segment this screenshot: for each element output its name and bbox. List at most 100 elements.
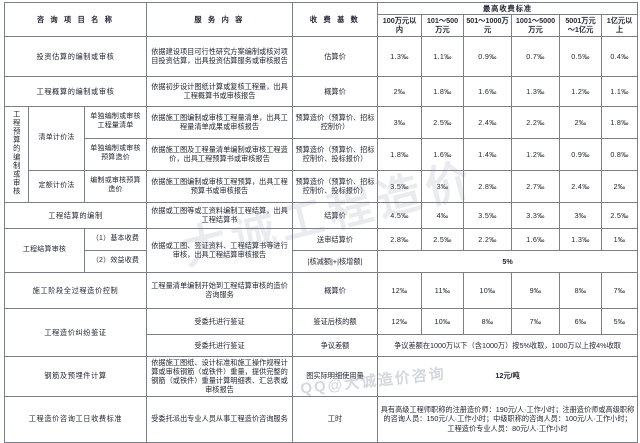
table-row: 工程造价纠纷鉴证 受委托进行鉴证 鉴证后核的额 12‰ 10‰ 8‰ 7‰ 6‰… bbox=[4, 307, 639, 357]
row-rate-9-3: 8‰ bbox=[463, 307, 512, 335]
row-base-12: 工时 bbox=[292, 395, 378, 443]
row-base-10: 争议差额 bbox=[292, 333, 378, 357]
row-rate-9-4: 7‰ bbox=[511, 307, 560, 335]
row-rate-1-4: 1.3‰ bbox=[511, 75, 560, 107]
table-row: 单独编制或审核预算造价 依据施工图及工程量清单编制或审核工程造价，出具工程预算书… bbox=[5, 137, 639, 171]
row-rate-9-1: 12‰ bbox=[377, 307, 422, 335]
row-service-9: 受委托进行鉴证 bbox=[146, 307, 293, 335]
row-rate-6-5: 1.3‰ bbox=[559, 227, 602, 251]
row-base-9: 鉴证后核的额 bbox=[292, 307, 378, 335]
row-service-10: 受委托进行鉴证 bbox=[146, 333, 293, 357]
row-rate-5-2: 4‰ bbox=[421, 201, 464, 229]
row-rate-11-merged: 12元/吨 bbox=[376, 355, 639, 397]
row-service-12: 受委托派出专业人员从事工程造价咨询服务 bbox=[146, 395, 293, 443]
row-rate-6-6: 1‰ bbox=[600, 227, 639, 251]
row-project-5: 工程结算的编制 bbox=[4, 201, 147, 229]
row-rate-4-6: 2‰ bbox=[600, 169, 639, 203]
row-rate-5-4: 3.3‰ bbox=[511, 201, 560, 229]
row-rate-6-4: 1.6‰ bbox=[511, 227, 560, 251]
row-rate-5-3: 3.5‰ bbox=[463, 201, 512, 229]
row-rate-0-4: 0.7‰ bbox=[511, 35, 560, 77]
header-bracket-6: 1亿元以上 bbox=[600, 14, 639, 37]
row-rate-3-2: 1.6‰ bbox=[421, 137, 464, 171]
row-rate-2-3: 2.4‰ bbox=[463, 105, 512, 139]
row-base-6: 送审结算价 bbox=[292, 227, 378, 251]
row-method-bill-pricing: 清单计价法 bbox=[28, 105, 85, 171]
row-service-8: 工程量清单编制开始到工程结算审核的造价咨询服务 bbox=[146, 271, 293, 309]
row-service-6: 依据或工图、签证资料、工程结算书等进行审核，出具工程结算审核报告 bbox=[146, 227, 293, 273]
row-rate-0-2: 1.1‰ bbox=[421, 35, 464, 77]
row-rate-6-1: 2.8‰ bbox=[377, 227, 422, 251]
table-row: 工程预算的编制或审核 清单计价法 单独编制或审核工程量清单 依据施工图编制或审核… bbox=[4, 105, 639, 203]
row-rate-4-4: 2.7‰ bbox=[511, 169, 560, 203]
row-rate-0-6: 0.4‰ bbox=[600, 35, 639, 77]
row-rate-9-6: 5‰ bbox=[600, 307, 639, 335]
row-rate-8-5: 8‰ bbox=[559, 271, 602, 309]
row-project-1: 工程概算的编制或审核 bbox=[4, 75, 147, 107]
row-rate-5-6: 2.5‰ bbox=[600, 201, 639, 229]
table-row: （2）效益收费 |核减额|+|核增额| 5% bbox=[5, 249, 639, 273]
table-row: 工程结算的编制 依据或工图等或工资料编制工程结算，出具工程结算书 结算价 4.5… bbox=[4, 201, 639, 229]
row-rate-3-6: 0.8‰ bbox=[600, 137, 639, 171]
row-project-9: 工程造价纠纷鉴证 bbox=[4, 307, 147, 357]
row-rate-4-5: 2.4‰ bbox=[559, 169, 602, 203]
row-service-4: 依据施工图编制或审核工程预算，出具工程预算书或审核报告 bbox=[146, 169, 293, 203]
row-service-1: 依据初步设计图纸计算或复核工程量，出具工程概算书或审核报告 bbox=[146, 75, 293, 107]
row-group-settlement-audit: 工程结算审核 bbox=[4, 227, 85, 273]
row-rate-0-5: 0.5‰ bbox=[559, 35, 602, 77]
row-rate-5-5: 3‰ bbox=[559, 201, 602, 229]
table-row: 工程结算审核 （1）基本收费 依据或工图、签证资料、工程结算书等进行审核，出具工… bbox=[4, 227, 639, 273]
row-rate-6-3: 2.2‰ bbox=[463, 227, 512, 251]
fee-schedule-table: 咨 询 项 目 名 称 服 务 内 容 收 费 基 数 最高收费标准 100万元… bbox=[4, 1, 639, 443]
header-bracket-4: 1001～5000万元 bbox=[511, 14, 560, 37]
row-rate-2-6: 1.8‰ bbox=[600, 105, 639, 139]
row-base-8: 概算价 bbox=[292, 271, 378, 309]
row-rate-0-3: 0.9‰ bbox=[463, 35, 512, 77]
table-row: 钢筋及预埋件计算 依据施工图纸、设计标准和施工操作规程计算或审核钢筋（或铁件）重… bbox=[4, 355, 639, 397]
row-rate-2-4: 2.2‰ bbox=[511, 105, 560, 139]
row-rate-2-1: 3‰ bbox=[377, 105, 422, 139]
row-project-6: （1）基本收费 bbox=[84, 227, 147, 251]
row-rate-3-1: 1.8‰ bbox=[377, 137, 422, 171]
row-base-1: 概算价 bbox=[292, 75, 378, 107]
table-row: 定额计价法 编制或审核预算造价 依据施工图编制或审核工程预算，出具工程预算书或审… bbox=[5, 169, 639, 203]
row-group-budget: 工程预算的编制或审核 bbox=[4, 105, 29, 203]
row-base-4: 预算造价（预算价、招标控制价、投标报价） bbox=[292, 169, 378, 203]
row-rate-2-2: 2.5‰ bbox=[421, 105, 464, 139]
row-rate-8-1: 12‰ bbox=[377, 271, 422, 309]
table-row: 投资估算的编制或审核 依据建设项目可行性研究方案编制或核对项目投资估算，出具投资… bbox=[4, 35, 639, 77]
row-service-11: 依据施工图纸、设计标准和施工操作规程计算或审核钢筋（或铁件）重量，提供完整的钢筋… bbox=[146, 355, 293, 397]
row-service-3: 依据施工图及工程量清单编制或审核工程造价，出具工程预算书或审核报告 bbox=[146, 137, 293, 171]
table-row: 受委托进行鉴证 争议差额 争议差额在1000万以下（含1000万）按5%收取，1… bbox=[5, 333, 639, 357]
row-base-11: 图实际明细使用量 bbox=[292, 355, 378, 397]
row-project-3: 单独编制或审核预算造价 bbox=[84, 137, 147, 171]
row-service-0: 依据建设项目可行性研究方案编制或核对项目投资估算，出具投资估算服务或审核报告 bbox=[146, 35, 293, 77]
table-row: 施工阶段全过程造价控制 工程量清单编制开始到工程结算审核的造价咨询服务 概算价 … bbox=[4, 271, 639, 309]
row-service-2: 依据施工图编制或审核工程量清单，出具工程量清单成果或审核报告 bbox=[146, 105, 293, 139]
row-rate-6-2: 2.5‰ bbox=[421, 227, 464, 251]
table-header-row-1: 咨 询 项 目 名 称 服 务 内 容 收 费 基 数 最高收费标准 bbox=[4, 1, 639, 37]
row-project-8: 施工阶段全过程造价控制 bbox=[4, 271, 147, 309]
row-rate-1-6: 1.1‰ bbox=[600, 75, 639, 107]
row-rate-10-merged: 争议差额在1000万以下（含1000万）按5%收取，1000万以上按4%收取 bbox=[376, 333, 639, 357]
row-project-7: （2）效益收费 bbox=[84, 249, 147, 273]
row-rate-5-1: 4.5‰ bbox=[377, 201, 422, 229]
row-project-4: 编制或审核预算造价 bbox=[84, 169, 147, 203]
table-row: 工程概算的编制或审核 依据初步设计图纸计算或复核工程量，出具工程概算书或审核报告… bbox=[4, 75, 639, 107]
row-method-quota-pricing: 定额计价法 bbox=[28, 169, 85, 203]
row-rate-8-4: 9‰ bbox=[511, 271, 560, 309]
header-max-fee-standard: 最高收费标准 bbox=[376, 1, 639, 16]
row-rate-0-1: 1.3‰ bbox=[377, 35, 422, 77]
row-rate-3-3: 1.4‰ bbox=[463, 137, 512, 171]
header-service-content: 服 务 内 容 bbox=[146, 2, 293, 37]
row-service-5: 依据或工图等或工资料编制工程结算，出具工程结算书 bbox=[146, 201, 293, 229]
row-rate-9-2: 10‰ bbox=[421, 307, 464, 335]
row-group-budget-label: 工程预算的编制或审核 bbox=[12, 110, 22, 197]
header-bracket-5: 5001万元～1亿元 bbox=[559, 14, 602, 37]
row-rate-2-5: 2‰ bbox=[559, 105, 602, 139]
header-bracket-2: 101～500万元 bbox=[421, 14, 464, 37]
fee-schedule-sheet: 咨 询 项 目 名 称 服 务 内 容 收 费 基 数 最高收费标准 100万元… bbox=[4, 1, 639, 443]
row-rate-4-2: 3‰ bbox=[421, 169, 464, 203]
header-bracket-1: 100万元以内 bbox=[377, 14, 422, 37]
row-rate-1-1: 2‰ bbox=[377, 75, 422, 107]
